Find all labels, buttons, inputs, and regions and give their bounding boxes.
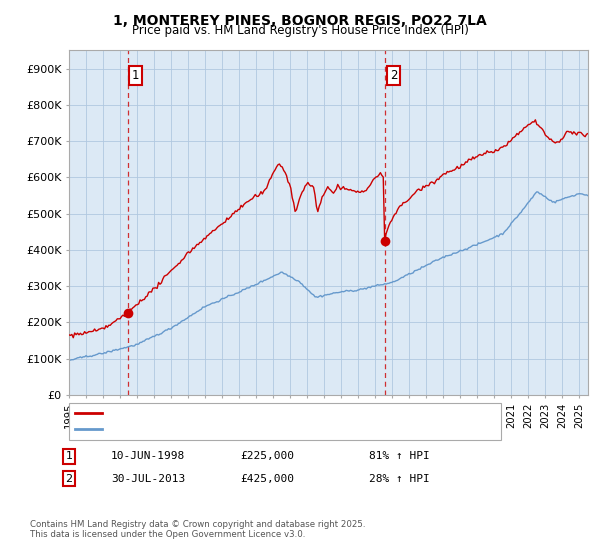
Text: 1, MONTEREY PINES, BOGNOR REGIS, PO22 7LA: 1, MONTEREY PINES, BOGNOR REGIS, PO22 7L… (113, 14, 487, 28)
Text: 10-JUN-1998: 10-JUN-1998 (111, 451, 185, 461)
Text: 2: 2 (65, 474, 73, 484)
Text: 2: 2 (390, 69, 397, 82)
Text: 1: 1 (65, 451, 73, 461)
Text: Contains HM Land Registry data © Crown copyright and database right 2025.
This d: Contains HM Land Registry data © Crown c… (30, 520, 365, 539)
Text: £425,000: £425,000 (240, 474, 294, 484)
Text: 1, MONTEREY PINES, BOGNOR REGIS, PO22 7LA (detached house): 1, MONTEREY PINES, BOGNOR REGIS, PO22 7L… (108, 408, 452, 418)
Text: 81% ↑ HPI: 81% ↑ HPI (369, 451, 430, 461)
Text: Price paid vs. HM Land Registry's House Price Index (HPI): Price paid vs. HM Land Registry's House … (131, 24, 469, 37)
Text: HPI: Average price, detached house, Arun: HPI: Average price, detached house, Arun (108, 424, 326, 435)
Text: £225,000: £225,000 (240, 451, 294, 461)
Text: 30-JUL-2013: 30-JUL-2013 (111, 474, 185, 484)
Text: 1: 1 (132, 69, 139, 82)
Text: 28% ↑ HPI: 28% ↑ HPI (369, 474, 430, 484)
